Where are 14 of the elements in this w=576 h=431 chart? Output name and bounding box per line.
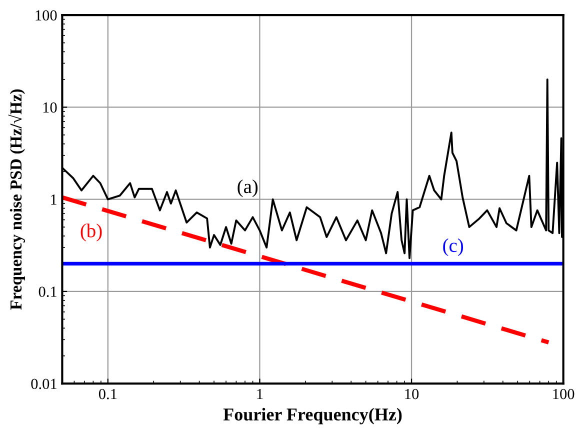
y-tick-label: 0.01 [31,378,56,390]
annotation: (c) [443,238,464,256]
x-tick-label: 100 [553,388,574,400]
annotation: (a) [238,179,258,198]
y-tick-label: 10 [43,102,57,113]
y-tick-label: 100 [36,10,57,21]
y-axis-title: Frequency noise PSD (Hz/√Hz) [8,89,26,310]
y-tick-label: 0.1 [38,286,56,297]
x-tick-label: 0.1 [98,388,117,400]
y-tick-label: 1 [51,194,56,205]
x-tick-label: 10 [405,388,419,400]
annotation: (b) [80,224,102,242]
x-axis-title: Fourier Frequency(Hz) [223,408,402,424]
x-tick-label: 1 [257,388,263,400]
